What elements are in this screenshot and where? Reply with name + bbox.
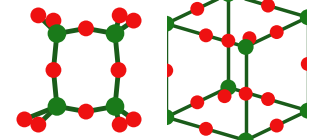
- Point: [112, 105, 118, 108]
- Point: [117, 123, 122, 126]
- Point: [226, 40, 231, 42]
- Point: [247, 37, 252, 39]
- Point: [131, 118, 136, 121]
- Point: [305, 110, 310, 112]
- Point: [54, 32, 59, 35]
- Point: [204, 128, 209, 130]
- Point: [243, 46, 248, 48]
- Point: [195, 101, 200, 103]
- Point: [226, 86, 231, 88]
- Point: [54, 105, 59, 108]
- Point: [195, 8, 200, 10]
- Point: [36, 14, 41, 17]
- Point: [222, 95, 227, 97]
- Point: [164, 23, 169, 25]
- Point: [51, 19, 56, 22]
- Point: [164, 69, 169, 72]
- Point: [83, 110, 88, 113]
- Point: [305, 16, 310, 18]
- Point: [133, 138, 138, 140]
- Point: [305, 63, 310, 65]
- Point: [274, 31, 279, 33]
- Point: [265, 4, 270, 7]
- Point: [22, 118, 27, 121]
- Point: [204, 34, 209, 36]
- Point: [265, 98, 270, 100]
- Point: [243, 139, 248, 140]
- Point: [116, 69, 121, 71]
- Point: [133, 4, 138, 6]
- Point: [243, 93, 248, 95]
- Point: [83, 27, 88, 30]
- Point: [36, 123, 41, 126]
- Point: [131, 19, 136, 22]
- Point: [274, 124, 279, 127]
- Point: [51, 69, 56, 71]
- Point: [164, 116, 169, 118]
- Point: [117, 14, 122, 17]
- Point: [112, 32, 118, 35]
